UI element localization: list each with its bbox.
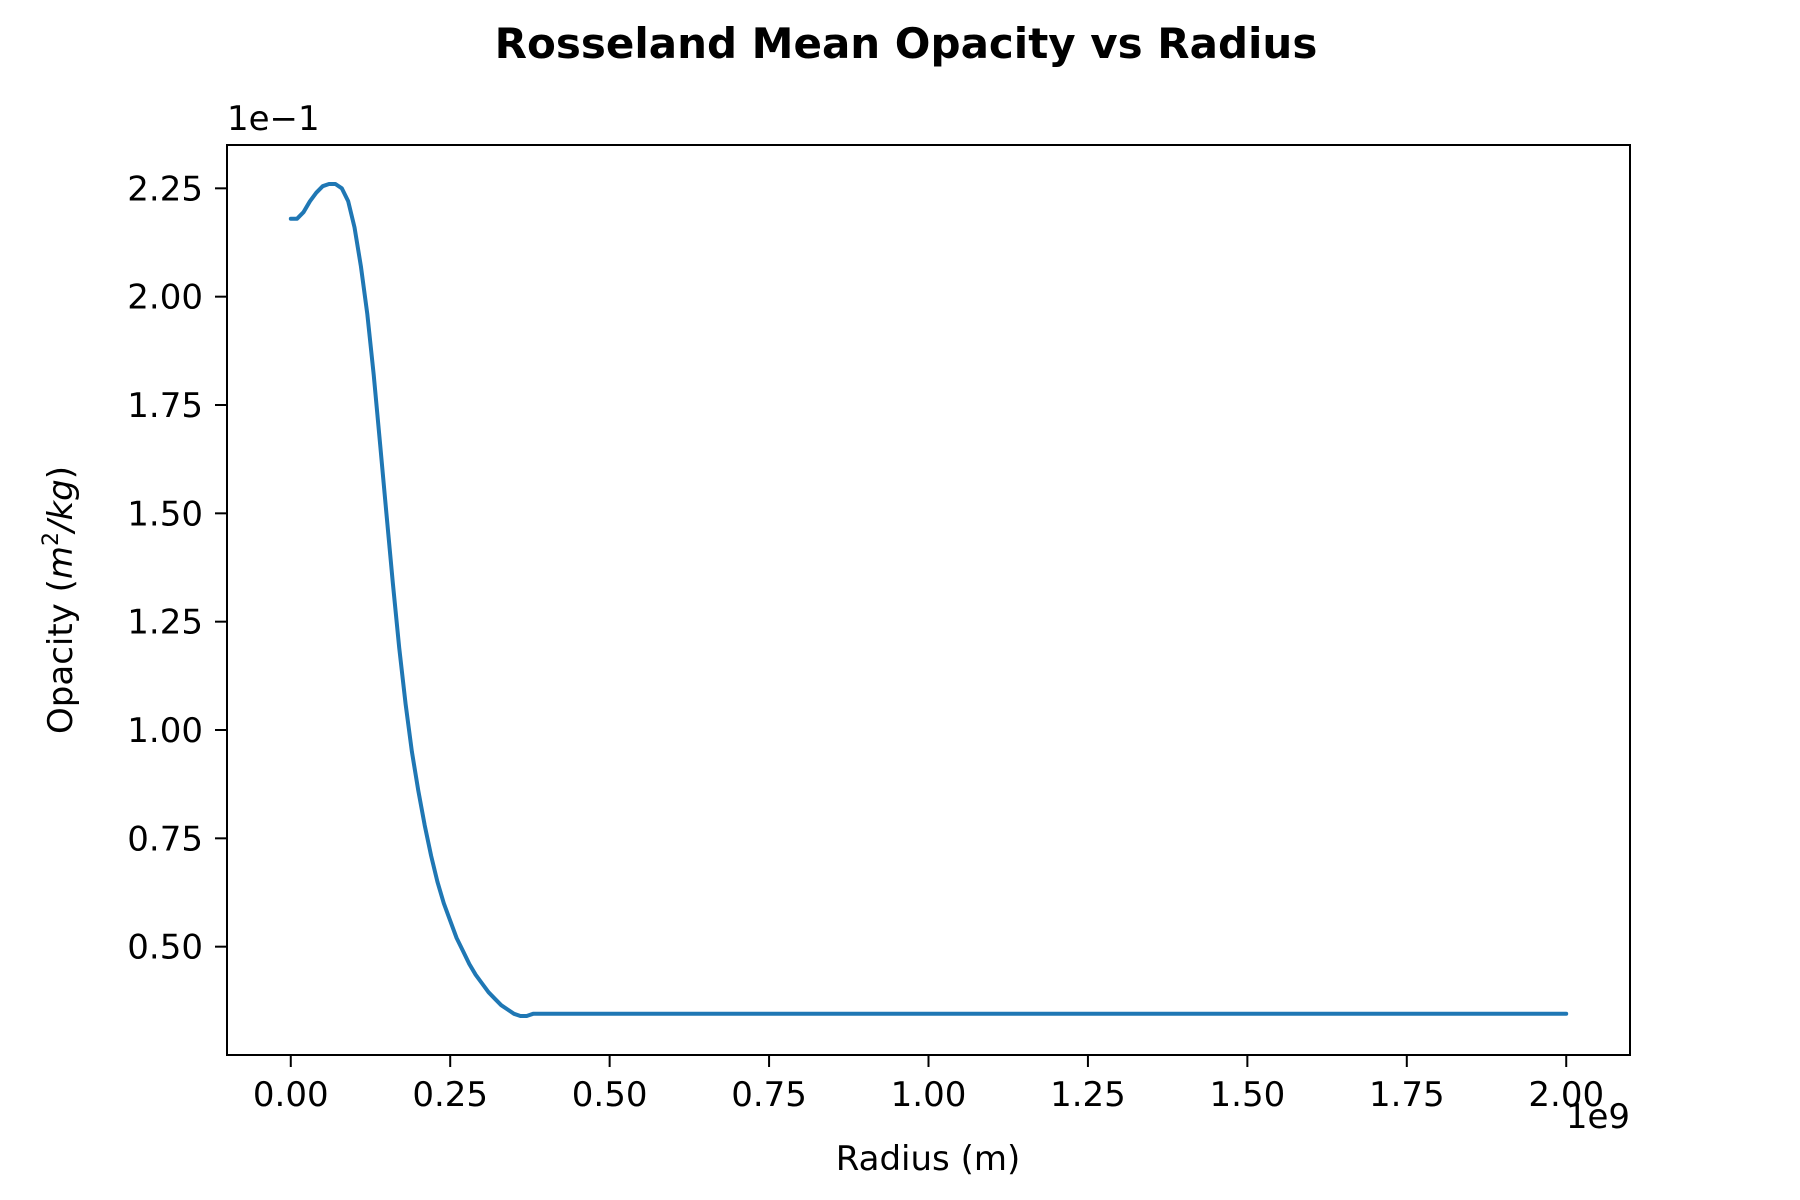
- y-tick-label: 1.00: [127, 711, 203, 751]
- y-tick-label: 0.75: [127, 819, 203, 859]
- x-ticks: 0.00 0.25 0.50 0.75 1.00 1.25 1.50 1.75 2.00: [253, 1055, 1604, 1115]
- y-axis-label-unit: /kg: [41, 479, 81, 535]
- y-tick-label: 1.50: [127, 494, 203, 534]
- x-tick-label: 0.50: [572, 1075, 648, 1115]
- y-axis-label-m: m: [41, 546, 81, 579]
- x-axis-label: Radius (m): [836, 1139, 1020, 1179]
- x-tick-label: 1.25: [1050, 1075, 1126, 1115]
- y-axis-label-prefix: Opacity (: [41, 579, 81, 734]
- x-tick-label: 1.00: [891, 1075, 967, 1115]
- y-tick-label: 2.25: [127, 169, 203, 209]
- x-tick-label: 2.00: [1528, 1075, 1604, 1115]
- x-tick-label: 0.00: [253, 1075, 329, 1115]
- y-offset-label: 1e−1: [227, 99, 320, 139]
- y-tick-label: 0.50: [127, 928, 203, 968]
- y-tick-label: 1.25: [127, 603, 203, 643]
- x-tick-label: 0.75: [731, 1075, 807, 1115]
- y-axis-label: Opacity (m2/kg): [39, 466, 81, 734]
- x-tick-label: 1.75: [1369, 1075, 1445, 1115]
- y-axis-label-suffix: ): [41, 466, 81, 479]
- x-tick-label: 0.25: [412, 1075, 488, 1115]
- plot-area: 0.00 0.25 0.50 0.75 1.00 1.25 1.50 1.75 2.00 0.5…: [127, 144, 1631, 1115]
- y-axis-label-sup: 2: [39, 532, 64, 546]
- y-tick-label: 1.75: [127, 386, 203, 426]
- series-line: [288, 182, 1569, 1018]
- y-ticks: 0.50 0.75 1.00 1.25 1.50 1.75 2.00 2.25: [127, 169, 227, 968]
- y-tick-label: 2.00: [127, 278, 203, 318]
- x-offset-label: 1e9: [1566, 1097, 1630, 1137]
- chart-title: Rosseland Mean Opacity vs Radius: [495, 19, 1318, 68]
- x-tick-label: 1.50: [1210, 1075, 1286, 1115]
